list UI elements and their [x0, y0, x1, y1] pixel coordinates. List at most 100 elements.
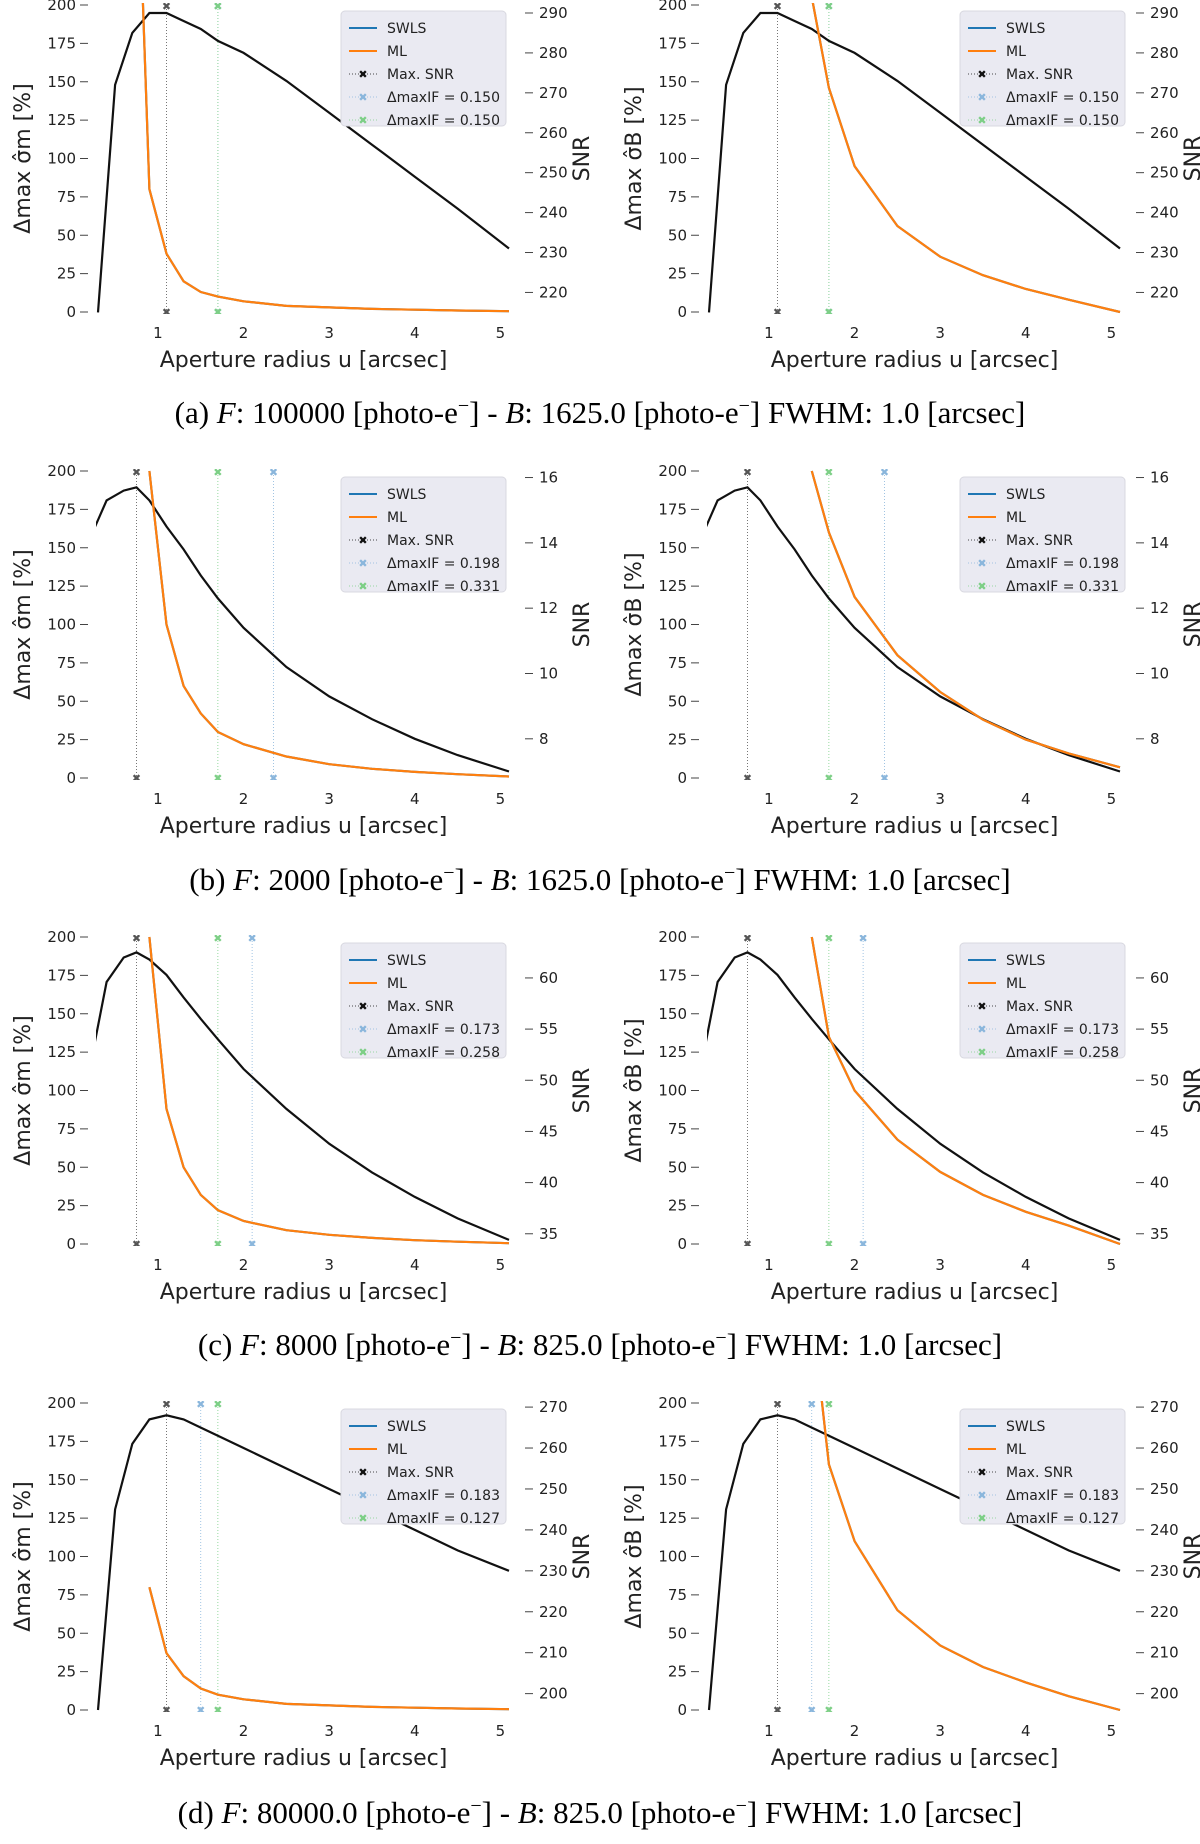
y-tick-label: 175 — [658, 966, 687, 984]
snr-tick-label: 260 — [1150, 1439, 1179, 1457]
x-tick-label: 5 — [496, 324, 506, 342]
y-axis-label-left: Δmax σ̂B [%] — [622, 1484, 647, 1628]
y-tick-label: 150 — [658, 1471, 687, 1489]
y-tick-label: 150 — [47, 539, 76, 557]
max-snr-line-bottom-marker: ✖ — [773, 306, 782, 319]
y-tick-label: 0 — [677, 303, 687, 321]
snr-tick-label: 260 — [1150, 124, 1179, 142]
x-tick-label: 4 — [1021, 1256, 1031, 1274]
y-tick-label: 25 — [668, 1197, 687, 1215]
snr-tick-label: 270 — [539, 1398, 568, 1416]
legend-max-snr-label: Max. SNR — [387, 1465, 454, 1481]
legend-delta-green-label: ΔmaxIF = 0.127 — [1006, 1511, 1119, 1527]
snr-tick-label: 16 — [1150, 469, 1169, 487]
legend-max-snr-swatch-marker: ✖ — [358, 534, 367, 547]
legend-box — [340, 942, 507, 1059]
x-tick-label: 1 — [153, 324, 163, 342]
delta-blue-line-bottom-marker: ✖ — [248, 1238, 257, 1251]
x-tick-label: 1 — [153, 790, 163, 808]
legend-ml-label: ML — [1006, 1442, 1026, 1458]
snr-series-line — [96, 951, 510, 1241]
snr-tick-label: 240 — [539, 1521, 568, 1539]
plot-area: ✖ ✖ ✖ ✖ ✖ ✖ — [96, 469, 510, 780]
plot-area: ✖ ✖ ✖ ✖ ✖ ✖ — [96, 0, 510, 319]
snr-series-line — [96, 486, 510, 773]
snr-tick-label: 270 — [1150, 1398, 1179, 1416]
snr-tick-label: 220 — [1150, 283, 1179, 301]
max-snr-line-top-marker: ✖ — [162, 0, 171, 13]
y-tick-label: 0 — [677, 1235, 687, 1253]
snr-tick-label: 220 — [539, 1603, 568, 1621]
legend-delta-green-label: ΔmaxIF = 0.331 — [387, 579, 500, 595]
plot-area: ✖ ✖ ✖ ✖ ✖ ✖ — [96, 1401, 510, 1712]
legend-delta-green-label: ΔmaxIF = 0.150 — [387, 113, 500, 129]
snr-tick-label: 260 — [539, 124, 568, 142]
snr-tick-label: 50 — [1150, 1071, 1169, 1089]
legend-box — [959, 476, 1126, 593]
legend-box — [959, 1408, 1126, 1525]
x-axis-label: Aperture radius u [arcsec] — [771, 1280, 1059, 1305]
max-snr-line-bottom-marker: ✖ — [162, 306, 171, 319]
legend-delta-blue-swatch-marker: ✖ — [358, 91, 367, 104]
legend-max-snr-swatch-marker: ✖ — [977, 1466, 986, 1479]
snr-tick-label: 55 — [539, 1020, 558, 1038]
y-tick-label: 200 — [47, 0, 76, 14]
delta-green-line-bottom-marker: ✖ — [824, 1238, 833, 1251]
legend-delta-blue-label: ΔmaxIF = 0.173 — [387, 1022, 500, 1038]
legend-swls-label: SWLS — [387, 1419, 427, 1435]
snr-tick-label: 220 — [1150, 1603, 1179, 1621]
y-tick-label: 150 — [658, 73, 687, 91]
delta-blue-line-top-marker: ✖ — [824, 0, 833, 13]
y-tick-label: 50 — [668, 692, 687, 710]
y-tick-label: 50 — [57, 226, 76, 244]
y-tick-label: 100 — [47, 616, 76, 634]
legend-ml-label: ML — [387, 44, 407, 60]
y-tick-label: 25 — [57, 731, 76, 749]
legend-max-snr-swatch-marker: ✖ — [977, 1000, 986, 1013]
x-tick-label: 4 — [410, 1256, 420, 1274]
delta-green-line-bottom-marker: ✖ — [213, 306, 222, 319]
x-tick-label: 3 — [935, 790, 945, 808]
y-axis-label-left: Δmax σ̂B [%] — [622, 86, 647, 230]
snr-tick-label: 230 — [1150, 1562, 1179, 1580]
legend-box — [340, 1408, 507, 1525]
legend-delta-blue-label: ΔmaxIF = 0.198 — [387, 556, 500, 572]
snr-tick-label: 290 — [1150, 4, 1179, 22]
legend-box — [340, 10, 507, 127]
legend-swls-label: SWLS — [387, 21, 427, 37]
plot-area: ✖ ✖ ✖ ✖ ✖ ✖ — [707, 466, 1121, 785]
snr-tick-label: 230 — [539, 244, 568, 262]
max-snr-line-top-marker: ✖ — [773, 0, 782, 13]
legend-box — [959, 942, 1126, 1059]
x-tick-label: 1 — [764, 324, 774, 342]
delta-green-line-top-marker: ✖ — [824, 466, 833, 479]
snr-tick-label: 55 — [1150, 1020, 1169, 1038]
plot-area: ✖ ✖ ✖ ✖ ✖ ✖ — [707, 1401, 1121, 1712]
x-tick-label: 3 — [324, 1722, 334, 1740]
x-tick-label: 2 — [239, 790, 249, 808]
x-tick-label: 5 — [496, 1722, 506, 1740]
legend-delta-green-label: ΔmaxIF = 0.258 — [1006, 1045, 1119, 1061]
legend-max-snr-swatch-marker: ✖ — [977, 68, 986, 81]
max-snr-line-bottom-marker: ✖ — [743, 772, 752, 785]
y-axis-label-right: SNR — [570, 1068, 595, 1114]
snr-tick-label: 240 — [539, 204, 568, 222]
legend-delta-blue-label: ΔmaxIF = 0.183 — [1006, 1488, 1119, 1504]
snr-tick-label: 280 — [539, 44, 568, 62]
y-tick-label: 0 — [66, 303, 76, 321]
legend-delta-green-swatch-marker: ✖ — [358, 114, 367, 127]
snr-tick-label: 230 — [539, 1562, 568, 1580]
legend-delta-green-label: ΔmaxIF = 0.258 — [387, 1045, 500, 1061]
delta-blue-line-bottom-marker: ✖ — [859, 1238, 868, 1251]
y-tick-label: 200 — [47, 462, 76, 480]
y-axis-label-right: SNR — [1181, 1068, 1200, 1114]
legend-max-snr-label: Max. SNR — [387, 999, 454, 1015]
panel-d-right: 0 25 50 75 100 125 150 175 200 1 2 3 4 5 200 210 220 230 2… — [622, 1394, 1200, 1771]
legend: SWLS ML ✖ Max. SNR ✖ ΔmaxIF = 0.173 ✖ ΔmaxIF = … — [340, 942, 507, 1061]
legend-max-snr-label: Max. SNR — [387, 67, 454, 83]
snr-tick-label: 200 — [1150, 1685, 1179, 1703]
ml-series-line — [810, 470, 1121, 769]
y-tick-label: 125 — [658, 1043, 687, 1061]
